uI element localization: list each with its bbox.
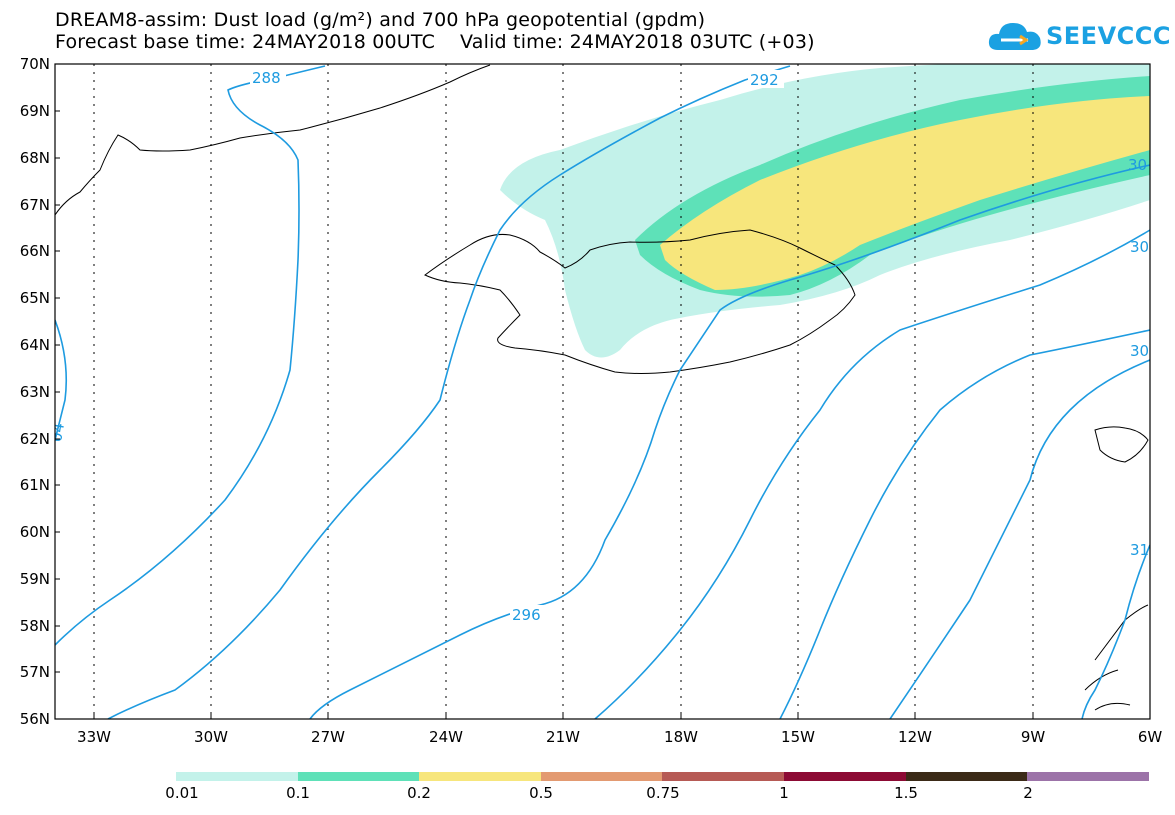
lat-label: 57N: [20, 663, 50, 681]
colorbar-swatch: [540, 772, 663, 781]
lat-label: 70N: [20, 55, 50, 73]
colorbar-swatch: [905, 772, 1028, 781]
greenland-coast: [55, 64, 491, 216]
colorbar-label: 0.75: [646, 784, 680, 802]
contour-label: 296: [512, 606, 541, 624]
contour-label: 288: [252, 69, 281, 87]
lon-label: 12W: [898, 728, 932, 746]
lat-label: 61N: [20, 476, 50, 494]
lat-label: 59N: [20, 570, 50, 588]
contour-292: [107, 65, 791, 719]
lat-label: 69N: [20, 102, 50, 120]
colorbar-swatch: [297, 772, 420, 781]
contour-288: [55, 65, 326, 646]
lat-label: 62N: [20, 430, 50, 448]
lat-label: 63N: [20, 383, 50, 401]
contour-300c: [889, 359, 1150, 719]
contour-label: 30: [1130, 238, 1149, 256]
logo-text: SEEVCCC: [1046, 22, 1171, 50]
contour-label: 30: [1130, 342, 1149, 360]
lat-label: 58N: [20, 617, 50, 635]
colorbar-label: 0.2: [407, 784, 431, 802]
scotland-coast: [1084, 604, 1149, 711]
lat-label: 56N: [20, 710, 50, 728]
contour-label-group: 288 292 296 30 30 30 31 04: [47, 68, 1149, 624]
colorbar-label: 2: [1023, 784, 1033, 802]
lat-label: 66N: [20, 242, 50, 260]
lat-label: 68N: [20, 149, 50, 167]
lat-label: 64N: [20, 336, 50, 354]
contour-296: [309, 164, 1150, 719]
axis-ticks: [55, 63, 1151, 720]
colorbar-swatch: [419, 772, 541, 781]
geopotential-contours: [55, 65, 1150, 719]
colorbar-swatch: [662, 772, 784, 781]
lon-label: 21W: [546, 728, 580, 746]
lon-label: 9W: [1021, 728, 1046, 746]
iceland-coast: [424, 229, 856, 374]
colorbar-label: 1.5: [894, 784, 918, 802]
colorbar-label: 0.5: [529, 784, 553, 802]
contour-304: [55, 319, 67, 441]
lon-label: 27W: [311, 728, 345, 746]
coastlines: [55, 64, 1149, 711]
seevccc-logo: SEEVCCC: [988, 18, 1171, 58]
colorbar-label: 1: [779, 784, 789, 802]
contour-300a: [594, 229, 1150, 719]
lon-label: 30W: [194, 728, 228, 746]
contour-310: [1081, 544, 1150, 719]
lat-label: 67N: [20, 196, 50, 214]
chart-title-line1: DREAM8-assim: Dust load (g/m²) and 700 h…: [55, 9, 706, 31]
lat-label: 65N: [20, 289, 50, 307]
colorbar-swatch: [1027, 772, 1149, 781]
colorbar: [176, 772, 1149, 781]
colorbar-label: 0.01: [165, 784, 199, 802]
contour-label: 292: [750, 71, 779, 89]
lon-label: 15W: [781, 728, 815, 746]
colorbar-swatch: [783, 772, 906, 781]
colorbar-label: 0.1: [286, 784, 310, 802]
lat-label: 60N: [20, 523, 50, 541]
contour-label: 04: [47, 421, 68, 443]
faroe-coast: [1094, 426, 1149, 463]
graticule: [93, 64, 1034, 719]
colorbar-swatch: [176, 772, 298, 781]
longitude-labels: 33W 30W 27W 24W 21W 18W 15W 12W 9W 6W: [77, 728, 1162, 746]
contour-label: 31: [1130, 541, 1149, 559]
lon-label: 6W: [1138, 728, 1163, 746]
lon-label: 33W: [77, 728, 111, 746]
cloud-icon: [988, 23, 1041, 50]
chart-title-line2: Forecast base time: 24MAY2018 00UTC Vali…: [55, 31, 815, 53]
contour-label: 30: [1128, 156, 1147, 174]
latitude-labels: 70N 69N 68N 67N 66N 65N 64N 63N 62N 61N …: [20, 55, 50, 728]
lon-label: 24W: [429, 728, 463, 746]
contour-300b: [779, 329, 1150, 719]
dust-area-0.2: [660, 96, 1150, 290]
lon-label: 18W: [664, 728, 698, 746]
